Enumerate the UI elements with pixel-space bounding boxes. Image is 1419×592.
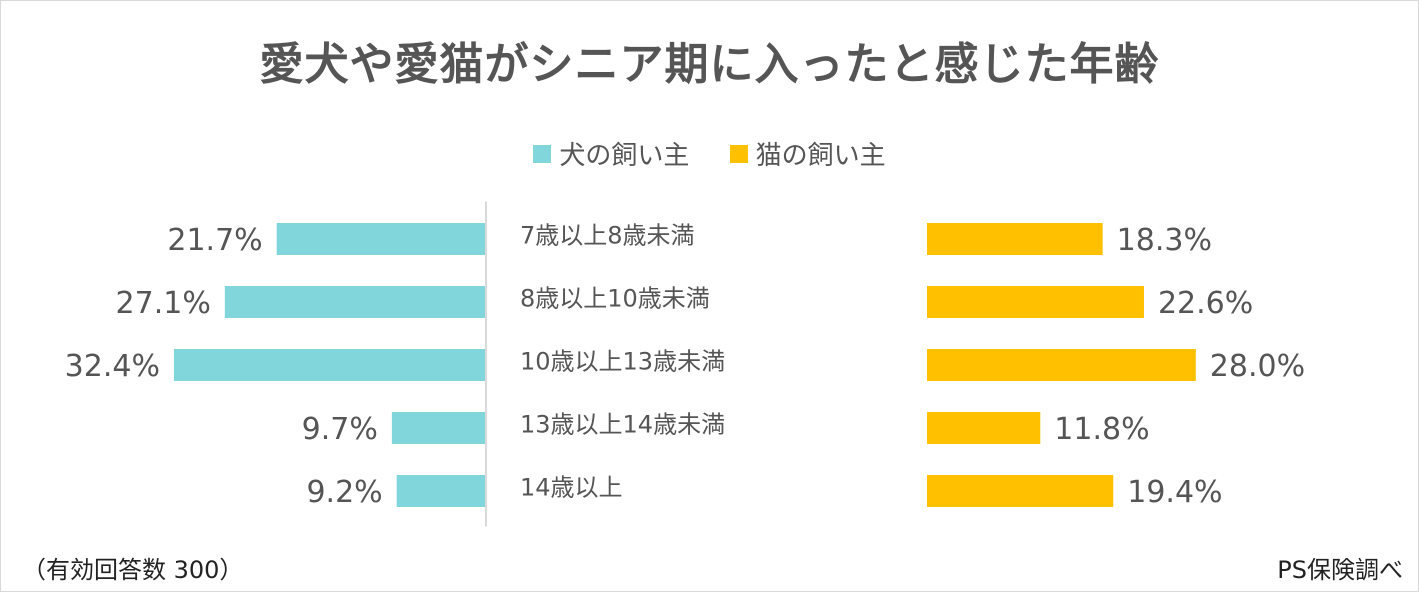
legend-label-dog: 犬の飼い主 <box>559 141 690 171</box>
legend: 犬の飼い主 猫の飼い主 <box>0 135 1419 172</box>
data-label-cat: 28.0% <box>1210 349 1305 384</box>
category-label: 13歳以上14歳未満 <box>520 411 725 439</box>
bar-dog <box>173 349 485 381</box>
data-label-dog: 21.7% <box>167 223 262 258</box>
bar-dog <box>396 475 485 507</box>
data-label-cat: 11.8% <box>1054 412 1149 447</box>
legend-label-cat: 猫の飼い主 <box>755 141 886 171</box>
category-label: 14歳以上 <box>520 474 623 502</box>
bar-cat <box>927 412 1041 444</box>
category-label: 10歳以上13歳未満 <box>520 348 725 376</box>
footnote-sample-size: （有効回答数 300） <box>22 556 244 584</box>
bar-cat <box>927 286 1144 318</box>
footnote-source: PS保険調べ <box>1277 556 1403 584</box>
bar-cat <box>927 475 1114 507</box>
category-label: 8歳以上10歳未満 <box>520 285 710 313</box>
legend-item-dog: 犬の飼い主 <box>533 135 689 172</box>
bar-cat <box>927 223 1103 255</box>
data-label-dog: 9.2% <box>306 475 382 510</box>
chart-title: 愛犬や愛猫がシニア期に入ったと感じた年齢 <box>259 39 1160 90</box>
legend-item-cat: 猫の飼い主 <box>729 135 886 172</box>
data-label-dog: 27.1% <box>116 286 211 321</box>
data-label-dog: 9.7% <box>302 412 378 447</box>
bar-dog <box>224 286 485 318</box>
bar-cat <box>927 349 1196 381</box>
data-label-cat: 18.3% <box>1117 223 1212 258</box>
legend-swatch-cat <box>729 144 748 163</box>
data-label-cat: 22.6% <box>1158 286 1253 321</box>
data-label-cat: 19.4% <box>1127 475 1222 510</box>
legend-swatch-dog <box>533 144 552 163</box>
bar-dog <box>391 412 485 444</box>
data-label-dog: 32.4% <box>65 349 160 384</box>
category-label: 7歳以上8歳未満 <box>520 222 695 250</box>
bar-dog <box>276 223 485 255</box>
